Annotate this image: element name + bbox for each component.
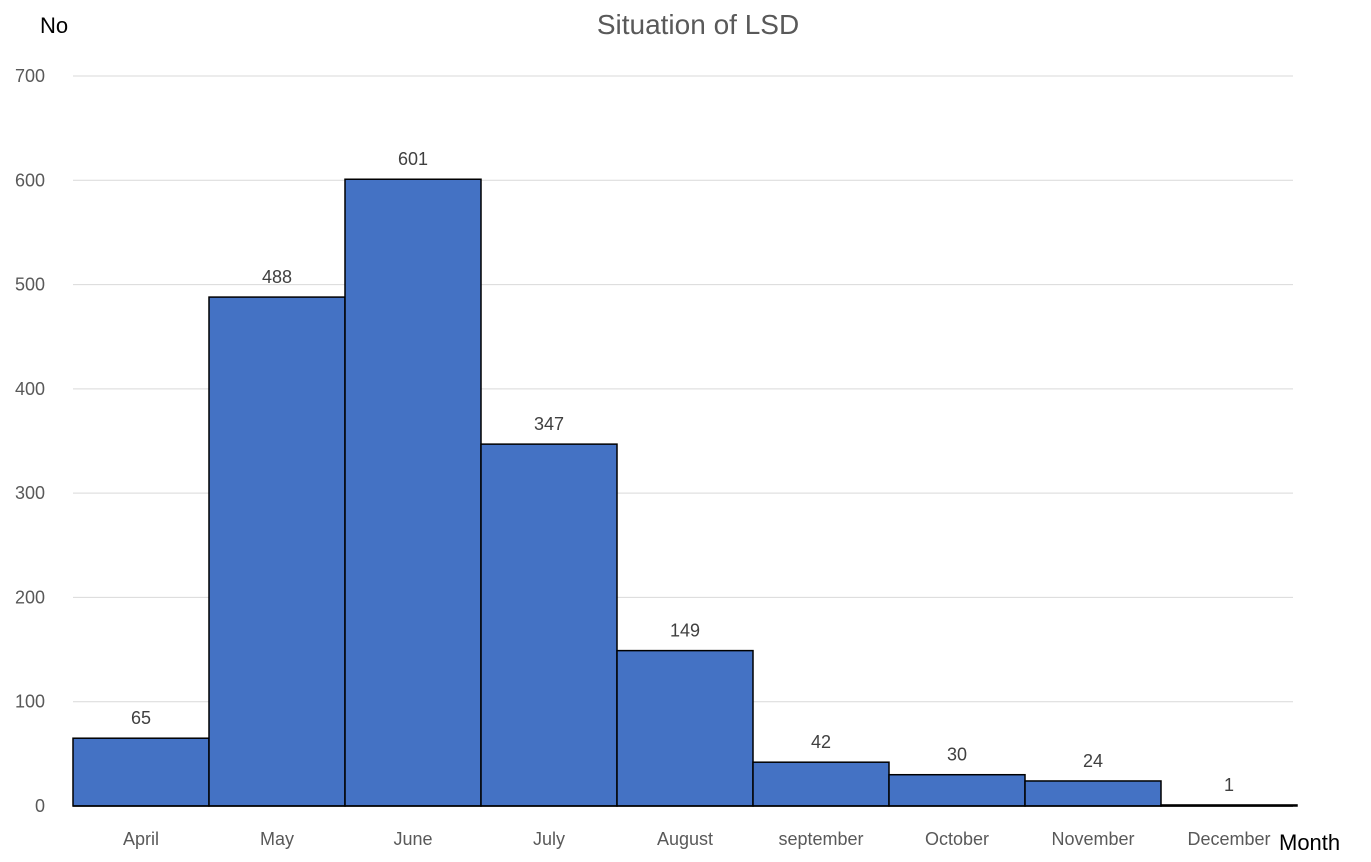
y-axis-ticks: 0 100 200 300 400 500 600 700: [15, 66, 45, 816]
bar-november: [1024, 780, 1162, 807]
y-tick-label: 700: [15, 66, 45, 86]
data-label-april: 65: [131, 708, 151, 728]
y-tick-label: 0: [35, 796, 45, 816]
data-label-november: 24: [1083, 751, 1103, 771]
chart-title: Situation of LSD: [597, 9, 799, 40]
bar-april: [72, 737, 210, 807]
data-label-june: 601: [398, 149, 428, 169]
y-tick-label: 100: [15, 692, 45, 712]
y-tick-label: 200: [15, 587, 45, 607]
data-label-august: 149: [670, 621, 700, 641]
data-label-july: 347: [534, 414, 564, 434]
y-axis-label: No: [40, 13, 68, 38]
x-tick-label-may: May: [260, 829, 294, 849]
x-tick-label-september: september: [778, 829, 863, 849]
y-tick-label: 500: [15, 275, 45, 295]
bar-september: [752, 761, 890, 807]
y-tick-label: 600: [15, 170, 45, 190]
x-axis-ticks: April May June July August september October No…: [123, 829, 1271, 849]
bars: [72, 178, 1298, 807]
y-tick-label: 400: [15, 379, 45, 399]
x-tick-label-november: November: [1051, 829, 1134, 849]
bar-may: [208, 296, 346, 807]
x-tick-label-july: July: [533, 829, 565, 849]
data-label-september: 42: [811, 732, 831, 752]
data-label-december: 1: [1224, 775, 1234, 795]
data-label-may: 488: [262, 267, 292, 287]
x-tick-label-august: August: [657, 829, 713, 849]
x-tick-label-october: October: [925, 829, 989, 849]
bar-june: [344, 178, 482, 807]
x-axis-label: Month: [1279, 830, 1340, 855]
y-tick-label: 300: [15, 483, 45, 503]
bar-august: [616, 649, 754, 807]
data-label-october: 30: [947, 745, 967, 765]
x-tick-label-june: June: [393, 829, 432, 849]
bar-october: [888, 773, 1026, 807]
bar-july: [480, 443, 618, 807]
x-tick-label-april: April: [123, 829, 159, 849]
data-labels: 65 488 601 347 149 42 30 24 1: [131, 149, 1234, 795]
x-tick-label-december: December: [1187, 829, 1270, 849]
